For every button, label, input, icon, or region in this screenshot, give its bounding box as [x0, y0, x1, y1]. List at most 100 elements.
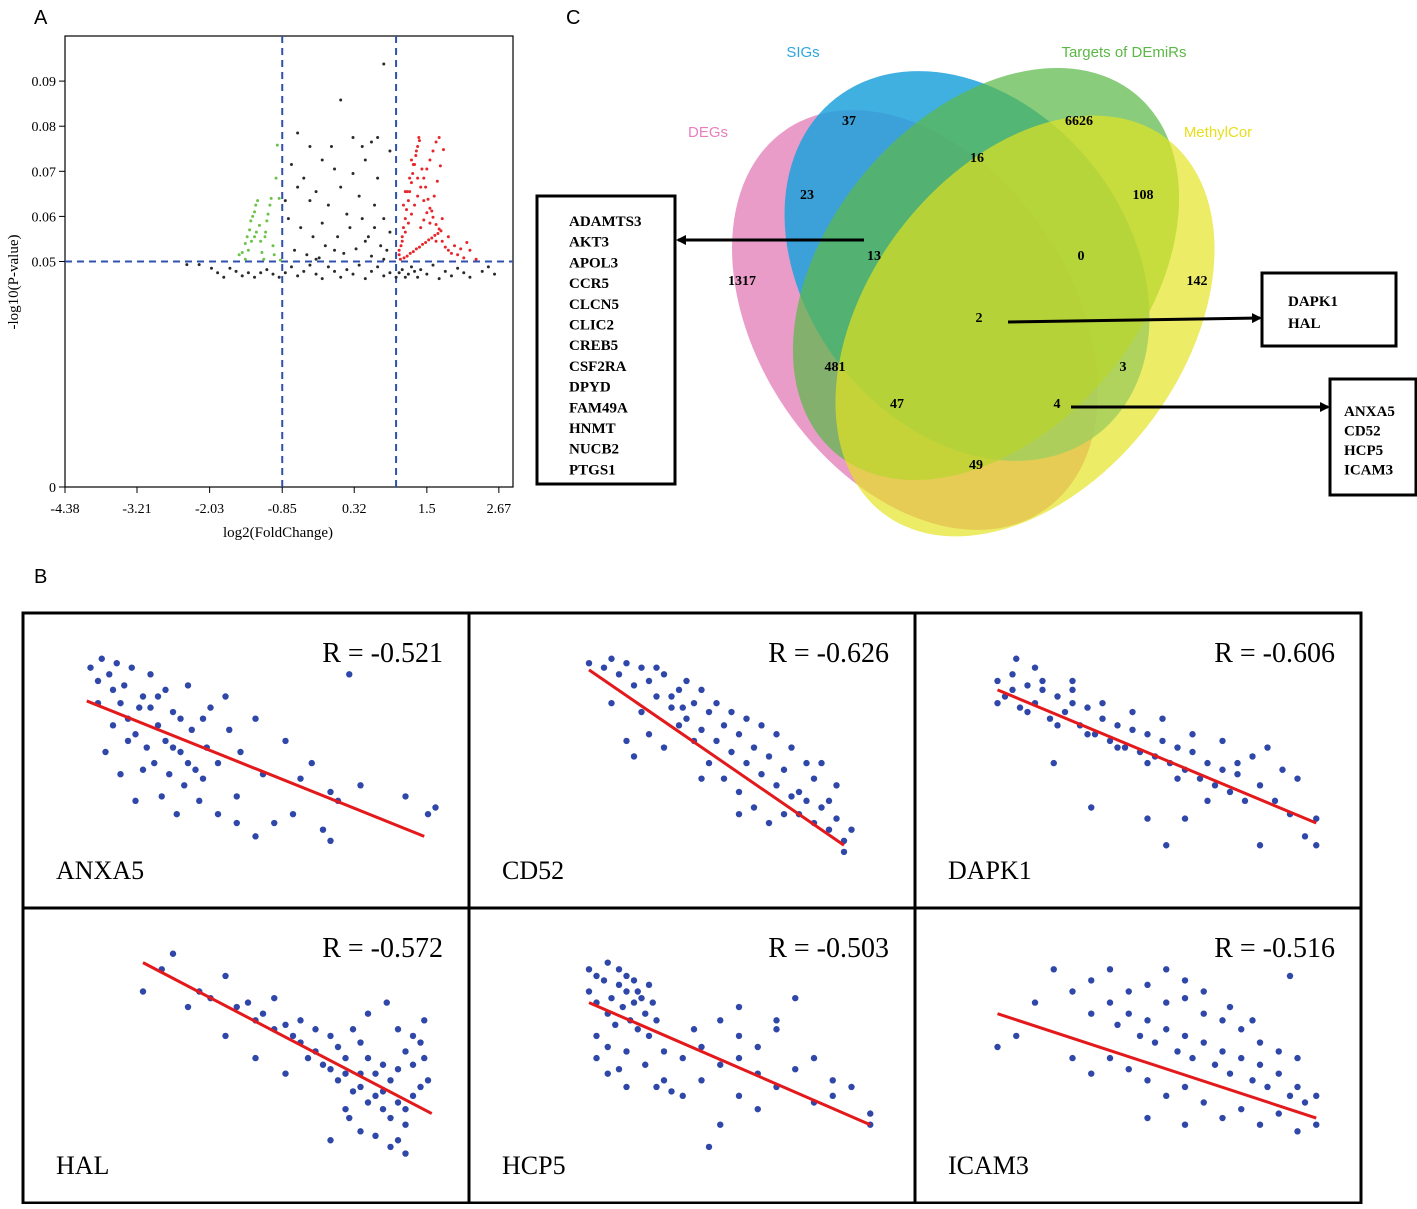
volcano-point-ns	[413, 269, 417, 273]
correlation-point	[717, 1017, 724, 1024]
volcano-point-ns	[443, 269, 447, 273]
volcano-point-down	[253, 210, 257, 214]
correlation-point	[1200, 1010, 1207, 1017]
correlation-point	[222, 1032, 229, 1040]
correlation-point	[795, 788, 803, 796]
correlation-point	[1163, 842, 1170, 849]
volcano-point-ns	[314, 272, 318, 276]
correlation-point	[1046, 715, 1054, 722]
correlation-point	[717, 1061, 724, 1068]
venn-ellipse-methylcor	[835, 115, 1215, 537]
volcano-point-down	[262, 257, 266, 261]
correlation-point	[833, 782, 840, 789]
volcano-point-ns	[486, 265, 490, 269]
correlation-point	[143, 744, 150, 751]
volcano-point-up	[414, 149, 418, 153]
correlation-point	[683, 677, 690, 685]
correlation-point	[1163, 1092, 1170, 1100]
volcano-point-up	[419, 185, 423, 189]
correlation-point	[199, 715, 207, 722]
correlation-point	[394, 1026, 402, 1033]
correlation-point	[1099, 699, 1106, 707]
correlation-point	[1144, 1077, 1151, 1084]
correlation-point	[166, 771, 173, 778]
correlation-point	[387, 1114, 394, 1122]
volcano-point-down	[277, 196, 281, 200]
regression-line	[996, 688, 1317, 825]
volcano-point-down	[269, 196, 273, 200]
callout-gene-label: ANXA5	[1344, 404, 1395, 420]
correlation-point	[364, 1099, 372, 1106]
correlation-point	[645, 731, 653, 738]
correlation-point	[289, 810, 297, 818]
volcano-point-ns	[369, 254, 373, 258]
correlation-point	[132, 797, 139, 805]
correlation-gene-label: CD52	[502, 856, 564, 885]
volcano-point-up	[434, 140, 438, 144]
correlation-point	[237, 748, 244, 756]
volcano-point-up	[438, 164, 442, 168]
volcano-point-ns	[289, 163, 293, 167]
volcano-point-down	[240, 250, 244, 254]
correlation-point	[743, 715, 750, 722]
correlation-point	[690, 1026, 698, 1033]
correlation-point	[765, 819, 773, 827]
volcano-point-ns	[329, 144, 333, 148]
volcano-point-ns	[333, 248, 337, 252]
venn-region-count: 23	[800, 188, 814, 203]
correlation-point	[233, 1003, 240, 1011]
correlation-point	[1024, 682, 1031, 689]
volcano-point-up	[403, 190, 407, 194]
volcano-point-ns	[366, 235, 370, 239]
correlation-point	[642, 1061, 649, 1068]
callout-gene-label: NUCB2	[569, 442, 619, 458]
volcano-frame	[64, 35, 514, 488]
correlation-point	[623, 660, 630, 667]
correlation-point	[402, 793, 409, 800]
correlation-point	[196, 797, 203, 805]
volcano-point-up	[417, 245, 421, 249]
correlation-point	[642, 1010, 649, 1017]
volcano-point-up	[459, 247, 463, 251]
correlation-point	[1181, 977, 1189, 984]
y-tick-label: 0.08	[32, 120, 57, 135]
correlation-point	[1286, 1092, 1294, 1100]
volcano-point-up	[430, 236, 434, 240]
correlation-point	[1088, 804, 1095, 811]
correlation-point	[735, 1003, 743, 1011]
correlation-point	[720, 722, 728, 729]
correlation-point	[177, 715, 184, 722]
correlation-point	[615, 1066, 623, 1073]
volcano-point-down	[248, 228, 252, 232]
correlation-point	[1219, 737, 1226, 745]
correlation-point	[698, 686, 705, 694]
volcano-point-up	[409, 181, 413, 185]
volcano-point-ns	[308, 199, 312, 203]
volcano-point-down	[245, 235, 249, 239]
correlation-point	[1136, 1032, 1144, 1040]
correlation-point	[1219, 1017, 1226, 1024]
correlation-point	[432, 804, 439, 811]
correlation-point	[139, 766, 147, 773]
correlation-point	[226, 726, 233, 733]
correlation-point	[1151, 1039, 1159, 1046]
correlation-point	[780, 810, 788, 818]
correlation-point	[169, 744, 177, 751]
correlation-point	[679, 1054, 686, 1062]
correlation-point	[713, 737, 720, 745]
correlation-r-value: R = -0.521	[322, 638, 443, 669]
volcano-point-ns	[234, 269, 238, 273]
correlation-point	[1039, 686, 1046, 694]
venn-region-count: 1317	[728, 274, 756, 289]
volcano-point-ns	[363, 277, 367, 281]
correlation-point	[387, 1077, 394, 1084]
correlation-point	[825, 826, 833, 833]
correlation-point	[848, 1083, 855, 1091]
correlation-point	[1159, 737, 1166, 745]
volcano-point-up	[406, 221, 410, 225]
correlation-point	[346, 671, 353, 678]
venn-region-count: 3	[1120, 360, 1127, 375]
correlation-point	[151, 759, 158, 767]
correlation-point	[585, 966, 593, 973]
correlation-point	[1039, 677, 1046, 685]
